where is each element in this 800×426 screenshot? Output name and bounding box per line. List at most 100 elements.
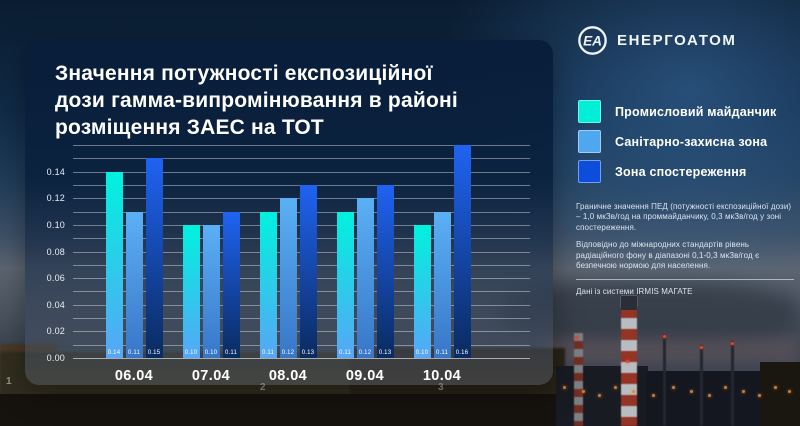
bar-group: 0.14 0.11 0.15 <box>105 158 163 358</box>
y-axis-label: 0.00 <box>46 353 65 363</box>
facility-light <box>690 390 693 393</box>
y-axis-label: 0.08 <box>46 246 65 257</box>
standards-note: Відповідно до міжнародних стандартів рів… <box>576 240 760 271</box>
x-axis-label: 08.04 <box>268 368 308 384</box>
bar-value-label: 0.14 <box>107 350 121 356</box>
facility-light <box>724 386 727 389</box>
facility-light <box>598 394 601 397</box>
facility-light <box>708 394 711 397</box>
bar-value-label: 0.13 <box>378 350 392 356</box>
facility-light <box>632 390 635 393</box>
bar-value-label: 0.11 <box>127 350 141 356</box>
legend-label: Санітарно-захисна зона <box>615 134 768 149</box>
gridline <box>73 358 530 359</box>
bar-value-label: 0.12 <box>358 350 372 356</box>
energoatom-logo-icon: ЕА <box>578 26 607 55</box>
brand: ЕА ЕНЕРГОАТОМ <box>577 25 736 56</box>
legend-swatch <box>578 100 601 123</box>
bar-value-label: 0.11 <box>435 350 449 356</box>
y-axis-label: 0.12 <box>46 193 65 204</box>
bar-08.04-Промисловий майданчик: 0.11 <box>259 211 277 358</box>
bar-07.04-Промисловий майданчик: 0.10 <box>182 224 200 358</box>
bar-10.04-Зона спостереження: 0.16 <box>453 145 471 358</box>
bar-value-label: 0.10 <box>184 350 198 356</box>
bar-value-label: 0.15 <box>147 350 161 356</box>
unit-number: 1 <box>6 376 12 387</box>
x-axis-label: 07.04 <box>191 368 231 384</box>
bar-value-label: 0.10 <box>204 350 218 356</box>
brand-wordmark: ЕНЕРГОАТОМ <box>617 32 737 49</box>
reactor-building <box>760 362 800 426</box>
x-axis-label: 06.04 <box>114 368 154 384</box>
legend-item: Санітарно-захисна зона <box>578 130 776 153</box>
unit-number: 2 <box>260 382 266 393</box>
bar-value-label: 0.11 <box>338 350 352 356</box>
chart-title-line: дози гамма-випромінювання в районі <box>55 89 458 112</box>
bar-06.04-Промисловий майданчик: 0.14 <box>105 171 123 358</box>
bar-group: 0.10 0.11 0.16 <box>413 145 471 358</box>
gridline <box>73 158 530 160</box>
warning-light <box>700 346 703 349</box>
legend-label: Зона спостереження <box>615 164 747 179</box>
facility-light <box>582 390 585 393</box>
vent-stack <box>700 345 703 426</box>
notes-divider <box>576 279 794 281</box>
legend-item: Зона спостереження <box>578 160 776 183</box>
warning-light <box>626 360 629 363</box>
warning-light <box>575 336 578 339</box>
gridline <box>73 145 530 146</box>
bar-chart-plot: 0.00 0.02 0.04 0.06 0.08 0.10 0.12 0.14 0.14 0.11… <box>47 145 530 384</box>
unit-number: 3 <box>438 382 444 393</box>
vent-stack <box>663 334 666 426</box>
warning-light <box>663 335 666 338</box>
facility-light <box>742 390 745 393</box>
facility-light <box>652 394 655 397</box>
facility-light <box>788 390 791 393</box>
chart-title: Значення потужності експозиційної дози га… <box>55 60 495 141</box>
bar-06.04-Зона спостереження: 0.15 <box>145 158 163 358</box>
x-axis-label: 10.04 <box>422 368 462 384</box>
facility-light <box>774 386 777 389</box>
y-axis-label: 0.06 <box>46 273 65 284</box>
legend-swatch <box>578 130 601 153</box>
svg-text:ЕА: ЕА <box>583 33 602 48</box>
limits-note: Граничне значення ПЕД (потужності експоз… <box>576 202 792 232</box>
bar-07.04-Санітарно-захисна зона: 0.10 <box>202 224 220 358</box>
bar-value-label: 0.10 <box>415 350 429 356</box>
bar-value-label: 0.16 <box>455 350 469 356</box>
y-axis-label: 0.10 <box>46 219 65 230</box>
reactor-building <box>646 371 766 426</box>
bar-value-label: 0.13 <box>301 350 315 356</box>
bar-10.04-Санітарно-захисна зона: 0.11 <box>433 211 451 358</box>
bar-09.04-Санітарно-захисна зона: 0.12 <box>356 198 374 358</box>
bar-09.04-Промисловий майданчик: 0.11 <box>336 211 354 358</box>
data-source-note: Дані із системи IRMIS МАГАТЕ <box>576 287 693 297</box>
striped-chimney-small <box>574 333 583 426</box>
bar-08.04-Санітарно-захисна зона: 0.12 <box>279 198 297 358</box>
chart-legend: Промисловий майданчик Санітарно-захисна з… <box>578 100 776 190</box>
facility-light <box>614 386 617 389</box>
bar-group: 0.10 0.10 0.11 <box>182 211 240 358</box>
chimney-cap <box>621 296 637 310</box>
vent-stack <box>731 341 734 426</box>
bar-value-label: 0.11 <box>261 350 275 356</box>
y-axis-label: 0.02 <box>46 326 65 337</box>
y-axis-label: 0.04 <box>46 299 65 310</box>
bar-10.04-Промисловий майданчик: 0.10 <box>413 224 431 358</box>
bar-06.04-Санітарно-захисна зона: 0.11 <box>125 211 143 358</box>
chart-title-line: розміщення ЗАЕС на ТОТ <box>55 116 324 139</box>
y-axis-label: 0.14 <box>46 166 65 177</box>
bar-value-label: 0.12 <box>281 350 295 356</box>
legend-label: Промисловий майданчик <box>615 104 777 119</box>
bar-08.04-Зона спостереження: 0.13 <box>299 184 317 358</box>
chart-panel: Значення потужності експозиційної дози га… <box>25 40 553 385</box>
bar-value-label: 0.11 <box>224 350 238 356</box>
x-axis-label: 09.04 <box>345 368 385 384</box>
warning-light <box>731 342 734 345</box>
dusk-glow <box>545 338 800 364</box>
facility-light <box>672 386 675 389</box>
chart-title-line: Значення потужності експозиційної <box>55 62 433 85</box>
bar-07.04-Зона спостереження: 0.11 <box>222 211 240 358</box>
bar-group: 0.11 0.12 0.13 <box>336 184 394 358</box>
legend-swatch <box>578 160 601 183</box>
